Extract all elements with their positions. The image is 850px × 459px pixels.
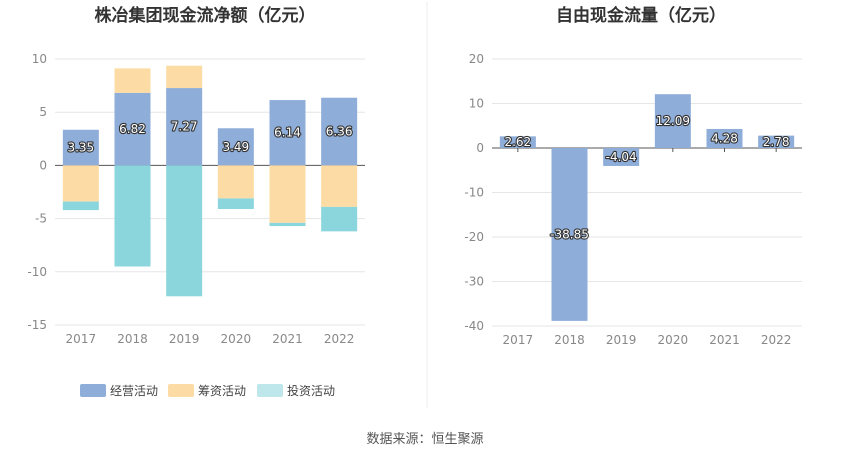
legend: 经营活动 筹资活动 投资活动 <box>80 383 335 398</box>
x-tick-label: 2018 <box>117 332 148 346</box>
y-tick-label: -30 <box>464 275 484 289</box>
data-label: 6.14 <box>274 126 301 140</box>
bar-segment <box>62 201 99 211</box>
data-label: 3.49 <box>222 140 249 154</box>
y-tick-label: 0 <box>39 158 47 172</box>
bar <box>499 136 536 148</box>
bar <box>603 148 640 166</box>
y-tick-label: -15 <box>27 318 47 332</box>
bar-segment <box>114 68 151 93</box>
legend-swatch <box>257 384 283 397</box>
y-tick-label: -10 <box>27 265 47 279</box>
data-label: 3.35 <box>67 141 94 155</box>
y-tick-label: 20 <box>469 52 484 66</box>
free-cash-flow-chart: 20 10 0 -10 -20 -30 -40 2017 2018 2019 2020 2021 202… <box>464 52 802 347</box>
x-tick-label: 2022 <box>761 333 792 347</box>
bar-segment <box>321 206 358 232</box>
legend-swatch <box>80 384 106 397</box>
bar-segment <box>269 100 306 166</box>
x-tick-label: 2019 <box>169 332 200 346</box>
x-tick-label: 2021 <box>272 332 303 346</box>
bar-segment <box>166 65 203 89</box>
x-tick-label: 2019 <box>606 333 637 347</box>
bar-segment <box>114 165 151 267</box>
x-tick-label: 2021 <box>709 333 740 347</box>
x-tick-label: 2022 <box>324 332 355 346</box>
x-tick-label: 2020 <box>221 332 252 346</box>
y-tick-label: -10 <box>464 186 484 200</box>
data-label: 2.78 <box>763 135 790 149</box>
y-tick-label: 10 <box>32 52 47 66</box>
data-label: 12.09 <box>656 114 690 128</box>
data-label: 6.36 <box>326 125 353 139</box>
bar <box>758 135 795 148</box>
y-tick-label: 10 <box>469 97 484 111</box>
bar-segment <box>62 129 99 166</box>
y-tick-label: 5 <box>39 105 47 119</box>
y-tick-label: -5 <box>35 212 47 226</box>
data-label: 2.62 <box>504 135 531 149</box>
bar-segment <box>217 165 254 199</box>
x-tick-label: 2017 <box>66 332 97 346</box>
bar-segment <box>217 128 254 166</box>
chart-title-free-cash-flow: 自由现金流量（亿元） <box>556 5 726 26</box>
bar-segment <box>114 92 151 166</box>
bar <box>654 94 691 148</box>
chart-title-cash-flow-net: 株冶集团现金流净额（亿元） <box>95 5 316 26</box>
data-label: -38.85 <box>550 227 589 241</box>
bar-segment <box>166 88 203 166</box>
legend-swatch <box>168 384 194 397</box>
legend-label: 筹资活动 <box>198 384 246 398</box>
cash-flow-net-chart: 10 5 0 -5 -10 -15 2017 2018 2019 2020 2021 2022 3.35… <box>27 52 365 346</box>
data-label: 6.82 <box>119 122 146 136</box>
data-label: 4.28 <box>711 131 738 145</box>
y-tick-label: -20 <box>464 230 484 244</box>
legend-label: 投资活动 <box>287 383 335 398</box>
bar-segment <box>217 198 254 210</box>
data-label: 7.27 <box>171 120 198 134</box>
bar-segment <box>62 165 99 202</box>
x-tick-label: 2020 <box>658 333 689 347</box>
legend-label: 经营活动 <box>110 384 158 398</box>
bar <box>706 128 743 148</box>
bar-segment <box>321 165 358 207</box>
source-note: 数据来源：恒生聚源 <box>366 432 484 447</box>
bar-segment <box>321 97 358 166</box>
bar-segment <box>166 165 203 297</box>
bar-segment <box>269 222 306 227</box>
y-tick-label: -40 <box>464 319 484 333</box>
bar-segment <box>269 165 306 223</box>
x-tick-label: 2018 <box>554 333 585 347</box>
data-label: -4.04 <box>606 150 637 164</box>
x-tick-label: 2017 <box>503 333 534 347</box>
y-tick-label: 0 <box>476 141 484 155</box>
bar <box>551 148 588 321</box>
